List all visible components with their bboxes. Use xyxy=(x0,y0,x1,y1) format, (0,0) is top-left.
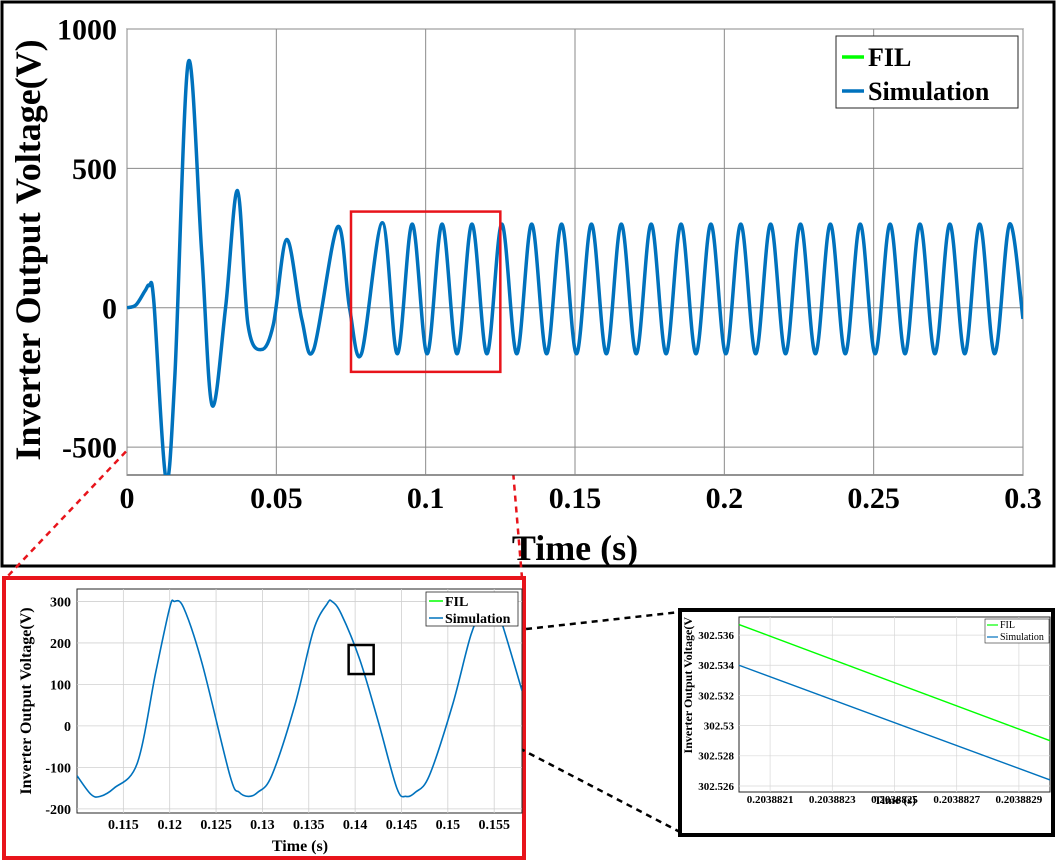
zoom1-legend: FIL Simulation xyxy=(425,591,519,627)
connector-red-left xyxy=(5,211,354,579)
zoom2-x-ticks: 0.2038821 0.2038823 0.2038825 0.2038827 0.20… xyxy=(747,794,1043,806)
x-tick-label: 0.2038827 xyxy=(933,794,980,806)
zoom1-simulation-line xyxy=(77,598,522,798)
zoom1-y-axis-label: Inverter Output Voltage(V) xyxy=(18,607,35,794)
x-tick-label: 0.115 xyxy=(108,818,139,833)
zoom2-legend-box xyxy=(984,618,1050,644)
x-tick-label: 0.3 xyxy=(1004,482,1042,515)
x-tick-label: 0.125 xyxy=(200,818,232,833)
zoom2-legend: FIL Simulation xyxy=(984,618,1050,644)
main-y-axis-label: Inverter Output Voltage(V) xyxy=(8,39,48,460)
zoom2-chart: 0.2038821 0.2038823 0.2038825 0.2038827 0.20… xyxy=(681,616,1051,807)
main-simulation-line xyxy=(127,58,1023,475)
y-tick-label: -200 xyxy=(45,803,71,818)
x-tick-label: 0.2038825 xyxy=(871,794,918,806)
main-y-ticks: -500 0 500 1000 xyxy=(57,14,117,465)
x-tick-label: 0.155 xyxy=(478,818,510,833)
connector-black-top xyxy=(372,610,681,648)
y-tick-label: 1000 xyxy=(57,14,117,47)
y-tick-label: 302.528 xyxy=(698,751,734,763)
x-tick-label: 0.145 xyxy=(386,818,418,833)
main-legend-simulation-label: Simulation xyxy=(868,77,990,106)
y-tick-label: -500 xyxy=(62,432,117,465)
x-tick-label: 0.05 xyxy=(250,482,303,515)
zoom1-legend-fil-label: FIL xyxy=(445,595,468,610)
y-tick-label: 500 xyxy=(72,153,117,186)
y-tick-label: 200 xyxy=(50,637,71,652)
x-tick-label: 0.14 xyxy=(343,818,368,833)
zoom1-legend-simulation-label: Simulation xyxy=(445,612,511,627)
main-x-ticks: 0 0.05 0.1 0.15 0.2 0.25 0.3 xyxy=(120,482,1042,515)
y-tick-label: 0 xyxy=(64,720,71,735)
main-panel-frame xyxy=(0,0,1056,568)
y-tick-label: 302.526 xyxy=(698,781,734,793)
y-tick-label: 300 xyxy=(50,595,71,610)
zoom2-y-axis-label: Inverter Output Voltage(V xyxy=(681,617,695,754)
zoom2-legend-simulation-label: Simulation xyxy=(1000,632,1044,643)
x-tick-label: 0.15 xyxy=(436,818,461,833)
main-zoom-box xyxy=(349,210,502,374)
x-tick-label: 0 xyxy=(120,482,135,515)
zoom1-chart: 0.115 0.12 0.125 0.13 0.135 0.14 0.145 0.15 0.15… xyxy=(18,588,523,855)
x-tick-label: 0.2038821 xyxy=(747,794,794,806)
y-tick-label: 0 xyxy=(102,292,117,325)
main-x-axis-label: Time (s) xyxy=(512,528,638,568)
zoom2-panel-frame xyxy=(678,608,1055,837)
x-tick-label: 0.135 xyxy=(293,818,325,833)
zoom1-panel-frame xyxy=(2,576,526,860)
zoom1-x-axis-label: Time (s) xyxy=(272,838,328,855)
y-tick-label: 302.53 xyxy=(704,720,735,732)
x-tick-label: 0.2038829 xyxy=(996,794,1043,806)
x-tick-label: 0.25 xyxy=(847,482,900,515)
zoom2-legend-fil-label: FIL xyxy=(1000,620,1015,631)
zoom2-simulation-line xyxy=(738,664,1051,781)
zoom2-fil-line xyxy=(738,623,1051,742)
y-tick-label: 100 xyxy=(50,678,71,693)
zoom1-x-ticks: 0.115 0.12 0.125 0.13 0.135 0.14 0.145 0.15 0.15… xyxy=(108,818,510,833)
x-tick-label: 0.15 xyxy=(549,482,602,515)
x-tick-label: 0.12 xyxy=(157,818,182,833)
x-tick-label: 0.2 xyxy=(706,482,744,515)
main-grid xyxy=(126,28,1024,475)
x-tick-label: 0.2038823 xyxy=(809,794,856,806)
zoom1-y-ticks: -200 -100 0 100 200 300 xyxy=(45,595,71,817)
main-legend: FIL Simulation xyxy=(835,35,1019,109)
x-tick-label: 0.13 xyxy=(250,818,275,833)
zoom1-legend-box xyxy=(425,591,519,627)
main-legend-fil-label: FIL xyxy=(868,43,911,72)
main-legend-box xyxy=(835,35,1019,109)
x-tick-label: 0.1 xyxy=(407,482,445,515)
y-tick-label: -100 xyxy=(45,761,71,776)
y-tick-label: 302.534 xyxy=(698,660,734,672)
y-tick-label: 302.536 xyxy=(698,630,734,642)
zoom1-zoom-box xyxy=(347,643,375,676)
zoom2-x-axis-label: Time (s) xyxy=(874,793,916,807)
y-tick-label: 302.532 xyxy=(698,690,734,702)
zoom2-y-ticks: 302.526 302.528 302.53 302.532 302.534 302.53… xyxy=(698,630,734,793)
